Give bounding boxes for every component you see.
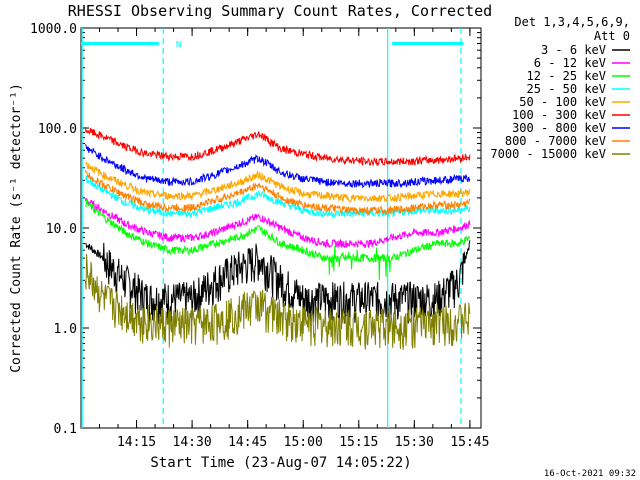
- series-line: [84, 170, 471, 217]
- legend-label: 12 - 25 keV: [527, 69, 606, 83]
- y-tick-label: 0.1: [54, 422, 77, 437]
- y-tick-label: 100.0: [38, 122, 77, 137]
- legend-attenuator: Att 0: [594, 29, 630, 43]
- legend-detectors: Det 1,3,4,5,6,9,: [514, 15, 630, 29]
- y-tick-label: 10.0: [46, 222, 77, 237]
- legend-label: 800 - 7000 keV: [505, 134, 606, 148]
- x-tick-label: 14:15: [117, 435, 156, 450]
- legend-label: 300 - 800 keV: [512, 121, 606, 135]
- x-tick-label: 15:45: [450, 435, 489, 450]
- legend-label: 50 - 100 keV: [519, 95, 606, 109]
- x-tick-label: 15:15: [339, 435, 378, 450]
- legend-label: 100 - 300 keV: [512, 108, 606, 122]
- x-tick-label: 14:45: [228, 435, 267, 450]
- x-tick-labels: 14:15 14:30 14:45 15:00 15:15 15:30 15:45: [117, 435, 489, 450]
- series-line: [85, 240, 471, 325]
- night-annotation: N: [176, 40, 181, 50]
- chart-title: RHESSI Observing Summary Count Rates, Co…: [68, 2, 492, 20]
- axis-ticks: [80, 27, 481, 429]
- legend-label: 7000 - 15000 keV: [490, 147, 606, 161]
- series-line: [84, 253, 471, 350]
- x-axis-label: Start Time (23-Aug-07 14:05:22): [150, 455, 411, 471]
- series-line: [85, 161, 471, 203]
- x-tick-label: 15:30: [395, 435, 434, 450]
- night-markers: [81, 28, 464, 428]
- y-axis-label: Corrected Count Rate (s⁻¹ detector⁻¹): [9, 83, 24, 373]
- legend-label: 3 - 6 keV: [541, 43, 606, 57]
- y-tick-labels: 1000.0 100.0 10.0 1.0 0.1: [30, 22, 77, 437]
- legend-label: 25 - 50 keV: [527, 82, 606, 96]
- x-tick-label: 14:30: [173, 435, 212, 450]
- series-line: [84, 127, 471, 167]
- series-line: [84, 197, 471, 249]
- series-line: [85, 199, 471, 281]
- legend-label: 6 - 12 keV: [534, 56, 606, 70]
- annotations: N: [176, 40, 181, 50]
- footer-timestamp: 16-Oct-2021 09:32: [544, 469, 636, 479]
- y-tick-label: 1000.0: [30, 22, 77, 37]
- y-tick-label: 1.0: [54, 322, 77, 337]
- x-tick-label: 15:00: [284, 435, 323, 450]
- series-line: [84, 144, 471, 189]
- series-lines: [84, 127, 471, 350]
